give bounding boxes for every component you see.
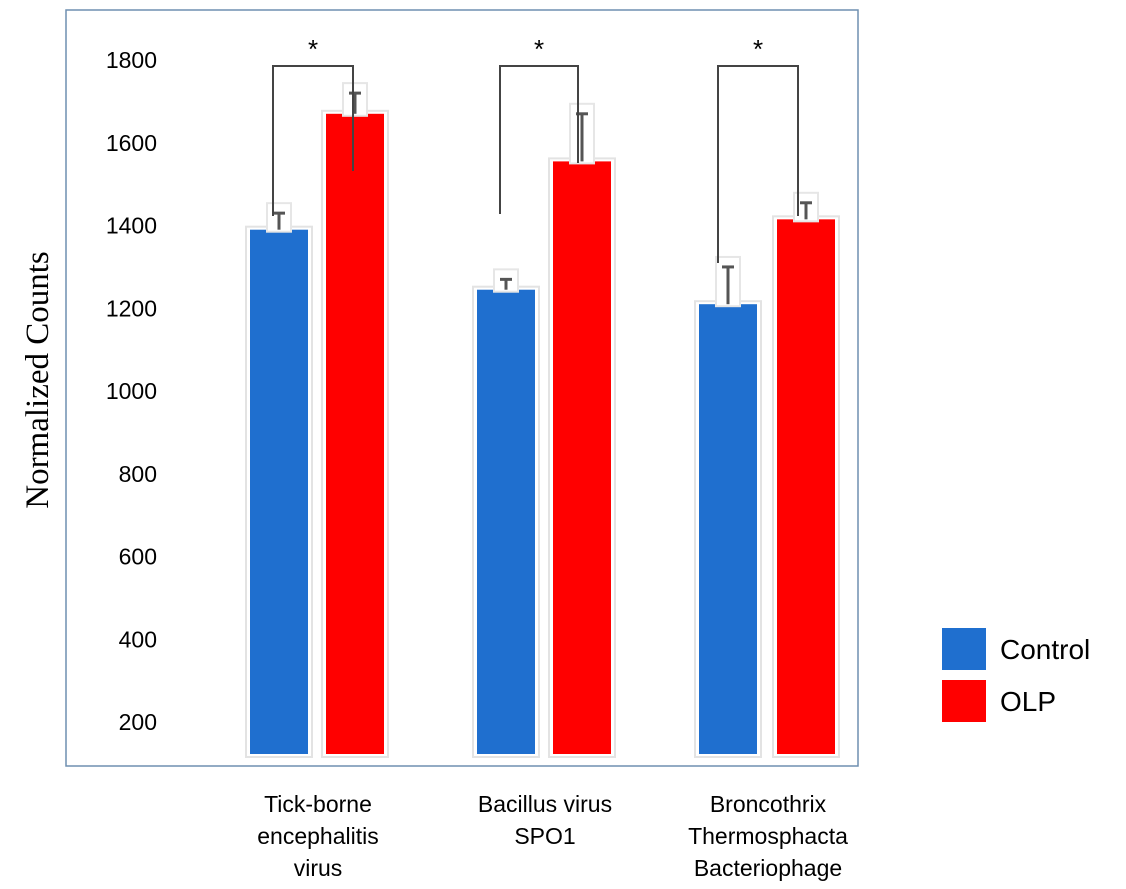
legend-swatch-control xyxy=(942,628,986,670)
x-tick-label: Bacteriophage xyxy=(694,855,842,881)
significance-bracket xyxy=(499,65,579,214)
x-tick-label: SPO1 xyxy=(514,823,575,849)
y-tick-label: 1000 xyxy=(106,378,157,404)
plot-frame xyxy=(65,9,859,767)
significance-bracket xyxy=(272,65,354,216)
significance-star: * xyxy=(753,34,763,64)
x-tick-label: encephalitis xyxy=(257,823,378,849)
y-axis-label: Normalized Counts xyxy=(20,251,56,509)
significance-star: * xyxy=(534,34,544,64)
y-tick-label: 1800 xyxy=(106,47,157,73)
y-tick-label: 1400 xyxy=(106,213,157,239)
y-tick-label: 400 xyxy=(119,626,157,652)
bar-control xyxy=(477,289,535,754)
y-tick-label: 800 xyxy=(119,461,157,487)
legend-swatch-olp xyxy=(942,680,986,722)
x-tick-label: Bacillus virus xyxy=(478,791,612,817)
x-tick-label: Broncothrix xyxy=(710,791,827,817)
bar-control xyxy=(250,229,308,754)
x-tick-label: virus xyxy=(294,855,343,881)
bar-olp xyxy=(777,219,835,754)
significance-star: * xyxy=(308,34,318,64)
legend-label: Control xyxy=(1000,634,1090,665)
bar-olp xyxy=(326,113,384,755)
bar-olp xyxy=(553,161,611,754)
significance-bracket xyxy=(717,65,799,263)
y-tick-label: 600 xyxy=(119,544,157,570)
y-tick-label: 1200 xyxy=(106,295,157,321)
bar-control xyxy=(699,304,757,754)
y-tick-label: 200 xyxy=(119,709,157,735)
legend-label: OLP xyxy=(1000,686,1056,717)
x-tick-label: Tick-borne xyxy=(264,791,372,817)
x-tick-label: Thermosphacta xyxy=(688,823,848,849)
y-tick-label: 1600 xyxy=(106,130,157,156)
